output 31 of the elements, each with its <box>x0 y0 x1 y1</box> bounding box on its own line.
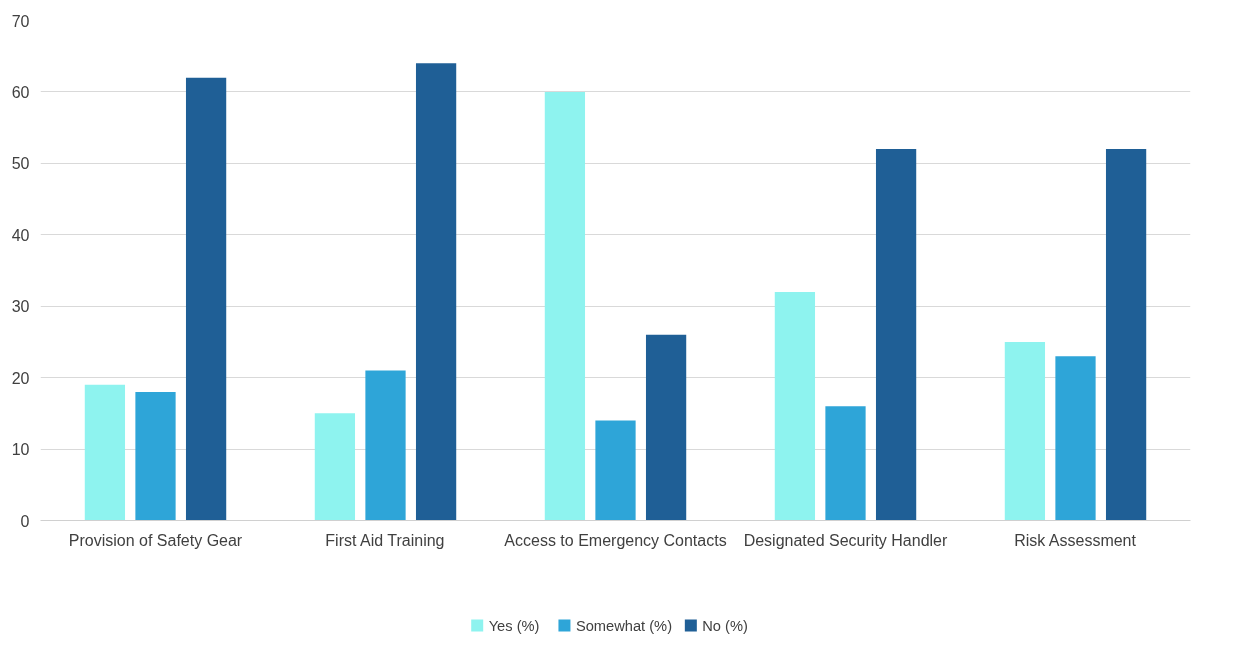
x-tick-label: Provision of Safety Gear <box>68 531 243 549</box>
bar <box>415 63 457 521</box>
bar <box>875 149 917 521</box>
y-tick-label: 60 <box>11 83 30 101</box>
bar <box>595 420 636 521</box>
bar <box>185 77 227 521</box>
bar <box>365 370 406 521</box>
bar <box>314 413 356 521</box>
x-tick-label: Risk Assessment <box>1014 531 1137 549</box>
y-tick-label: 30 <box>11 298 30 316</box>
bar <box>774 291 816 521</box>
bar <box>544 91 586 521</box>
y-tick-label: 20 <box>11 369 30 387</box>
bar <box>1004 341 1046 521</box>
x-tick-label: Designated Security Handler <box>743 531 948 549</box>
legend-label: Yes (%) <box>488 617 540 634</box>
y-tick-label: 50 <box>11 155 30 173</box>
bar <box>1105 149 1147 521</box>
bar <box>825 406 866 521</box>
legend-label: Somewhat (%) <box>575 617 673 634</box>
bar <box>1055 356 1096 521</box>
x-tick-label: Access to Emergency Contacts <box>504 531 727 549</box>
bar <box>645 334 687 521</box>
y-tick-label: 70 <box>11 12 30 30</box>
bar <box>84 384 126 521</box>
bar <box>135 391 176 521</box>
y-tick-label: 10 <box>11 441 30 459</box>
legend-label: No (%) <box>702 617 748 634</box>
y-tick-label: 0 <box>20 512 30 530</box>
y-tick-label: 40 <box>11 226 30 244</box>
x-tick-label: First Aid Training <box>325 531 445 549</box>
